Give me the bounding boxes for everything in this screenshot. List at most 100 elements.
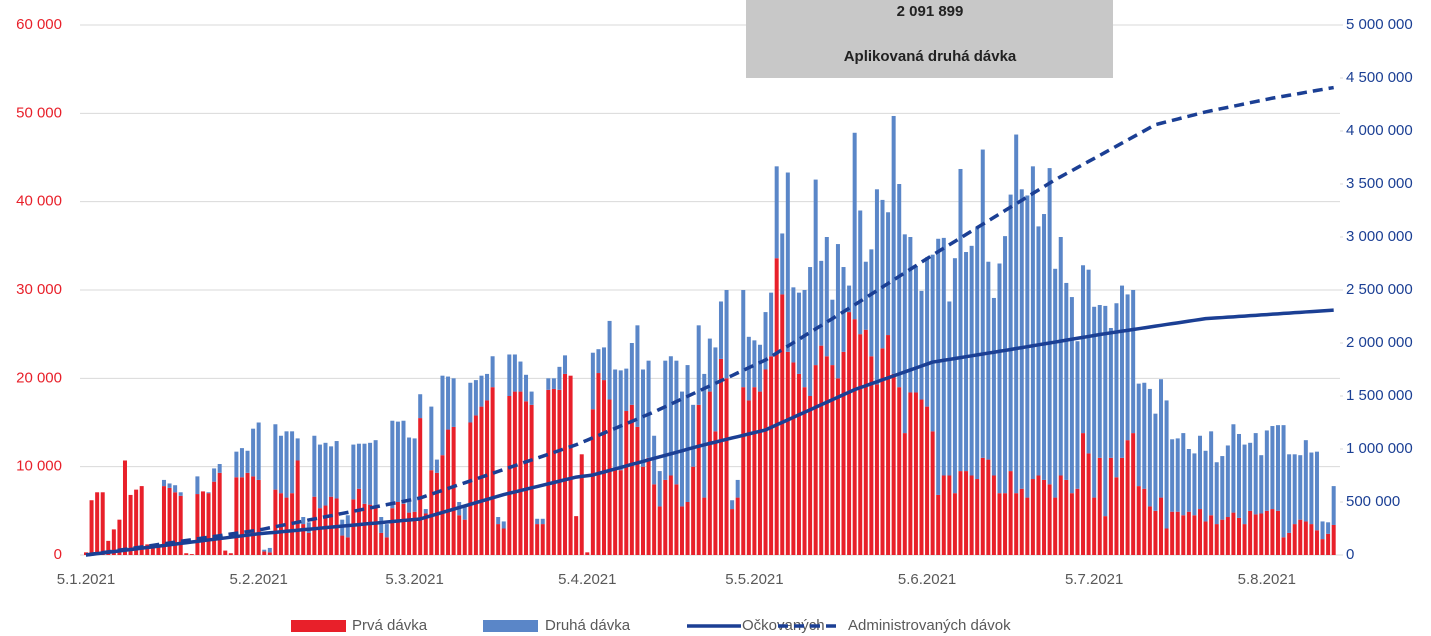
bar bbox=[930, 431, 935, 555]
bar bbox=[858, 210, 863, 335]
x-tick-label: 5.4.2021 bbox=[558, 571, 616, 588]
bar bbox=[936, 494, 941, 555]
bar bbox=[423, 509, 428, 514]
bar bbox=[301, 517, 306, 525]
bar bbox=[284, 431, 289, 498]
bar bbox=[384, 524, 389, 538]
bar bbox=[468, 382, 473, 423]
bar bbox=[702, 373, 707, 498]
bar bbox=[184, 553, 189, 555]
bar bbox=[746, 400, 751, 555]
bar bbox=[1008, 194, 1013, 472]
bar bbox=[880, 348, 885, 555]
bar bbox=[468, 422, 473, 555]
bar bbox=[813, 365, 818, 555]
bar bbox=[629, 404, 634, 555]
bar bbox=[89, 500, 94, 555]
bar bbox=[785, 351, 790, 555]
bar bbox=[913, 392, 918, 555]
bar bbox=[908, 237, 913, 393]
bar bbox=[1075, 341, 1080, 489]
bar bbox=[563, 355, 568, 374]
bar bbox=[1331, 524, 1336, 555]
bar bbox=[1025, 497, 1030, 555]
bar bbox=[997, 493, 1002, 555]
bar bbox=[713, 431, 718, 555]
bar bbox=[189, 554, 194, 555]
bar bbox=[529, 391, 534, 405]
bar bbox=[830, 299, 835, 366]
bar bbox=[958, 168, 963, 472]
bar bbox=[345, 537, 350, 555]
bar bbox=[718, 301, 723, 359]
bar bbox=[858, 334, 863, 555]
bar bbox=[1309, 524, 1314, 555]
bar bbox=[602, 380, 607, 555]
bar bbox=[596, 373, 601, 555]
bar bbox=[540, 524, 545, 555]
bar bbox=[273, 489, 278, 555]
bar bbox=[1147, 388, 1152, 507]
bar bbox=[401, 503, 406, 555]
bar bbox=[730, 500, 735, 510]
bar bbox=[1270, 426, 1275, 510]
bar bbox=[390, 508, 395, 555]
bar bbox=[1103, 516, 1108, 555]
bar bbox=[356, 443, 361, 489]
bar bbox=[1242, 444, 1247, 525]
bar bbox=[629, 343, 634, 405]
bar bbox=[574, 516, 579, 555]
bar bbox=[524, 401, 529, 555]
bar bbox=[852, 319, 857, 555]
bar bbox=[429, 406, 434, 471]
bar bbox=[1069, 297, 1074, 494]
bar bbox=[317, 444, 322, 509]
x-tick-label: 5.7.2021 bbox=[1065, 571, 1123, 588]
bar bbox=[774, 166, 779, 259]
bar bbox=[1019, 488, 1024, 555]
bar bbox=[1097, 305, 1102, 458]
bar bbox=[847, 312, 852, 555]
bar bbox=[395, 502, 400, 555]
bar bbox=[1086, 453, 1091, 555]
bar bbox=[590, 352, 595, 410]
bar bbox=[1209, 431, 1214, 516]
bar bbox=[479, 375, 484, 407]
bar bbox=[212, 468, 217, 482]
bar bbox=[1092, 497, 1097, 555]
bar bbox=[874, 384, 879, 555]
bar bbox=[295, 460, 300, 555]
bar bbox=[122, 460, 127, 555]
bar bbox=[1064, 479, 1069, 555]
bar bbox=[100, 492, 105, 555]
bar bbox=[663, 479, 668, 555]
bar bbox=[646, 360, 651, 458]
bar bbox=[1275, 510, 1280, 555]
bar bbox=[1153, 413, 1158, 511]
bar bbox=[696, 325, 701, 405]
bar bbox=[1120, 457, 1125, 555]
y2-tick-label: 1 500 000 bbox=[1346, 387, 1413, 404]
y-tick-label: 60 000 bbox=[16, 16, 62, 33]
x-tick-label: 5.3.2021 bbox=[385, 571, 443, 588]
bar bbox=[195, 476, 200, 495]
bar bbox=[1192, 515, 1197, 555]
y2-tick-label: 3 500 000 bbox=[1346, 175, 1413, 192]
bar bbox=[1186, 449, 1191, 512]
bar bbox=[1303, 521, 1308, 555]
bar bbox=[329, 446, 334, 497]
bar bbox=[479, 406, 484, 555]
bar bbox=[897, 387, 902, 555]
bar bbox=[1198, 435, 1202, 510]
bar bbox=[1019, 189, 1024, 489]
bar bbox=[657, 471, 662, 507]
bar bbox=[245, 472, 250, 555]
bar bbox=[1136, 383, 1141, 487]
bar bbox=[757, 391, 762, 555]
bar bbox=[741, 290, 746, 388]
y-tick-label: 40 000 bbox=[16, 193, 62, 210]
bar bbox=[702, 497, 707, 555]
bar bbox=[835, 244, 840, 379]
bar bbox=[1042, 214, 1047, 480]
